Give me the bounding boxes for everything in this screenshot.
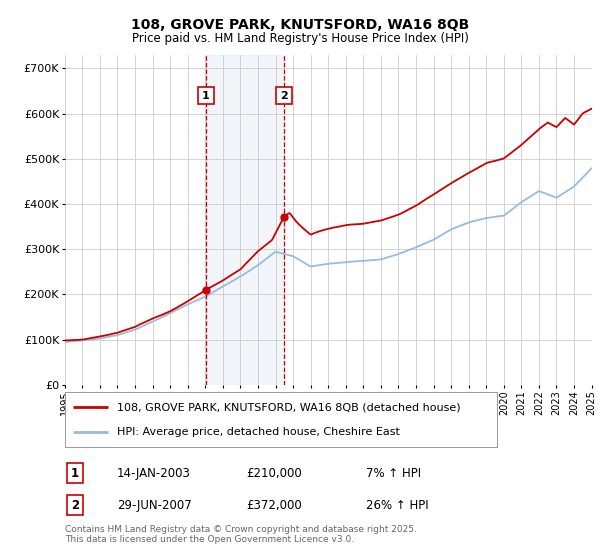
Text: 14-JAN-2003: 14-JAN-2003: [117, 466, 191, 480]
Bar: [206, 55, 284, 385]
Text: 7% ↑ HPI: 7% ↑ HPI: [366, 466, 421, 480]
Text: 29-JUN-2007: 29-JUN-2007: [117, 498, 192, 512]
Text: 2: 2: [280, 91, 288, 101]
Text: 108, GROVE PARK, KNUTSFORD, WA16 8QB (detached house): 108, GROVE PARK, KNUTSFORD, WA16 8QB (de…: [116, 403, 460, 412]
Text: £210,000: £210,000: [246, 466, 302, 480]
Text: 1: 1: [71, 466, 79, 480]
Text: 2: 2: [71, 498, 79, 512]
Text: HPI: Average price, detached house, Cheshire East: HPI: Average price, detached house, Ches…: [116, 427, 400, 436]
Text: 1: 1: [202, 91, 210, 101]
Text: Contains HM Land Registry data © Crown copyright and database right 2025.
This d: Contains HM Land Registry data © Crown c…: [65, 525, 416, 544]
Text: 108, GROVE PARK, KNUTSFORD, WA16 8QB: 108, GROVE PARK, KNUTSFORD, WA16 8QB: [131, 18, 469, 32]
Text: 26% ↑ HPI: 26% ↑ HPI: [366, 498, 428, 512]
Text: Price paid vs. HM Land Registry's House Price Index (HPI): Price paid vs. HM Land Registry's House …: [131, 31, 469, 45]
Text: £372,000: £372,000: [246, 498, 302, 512]
